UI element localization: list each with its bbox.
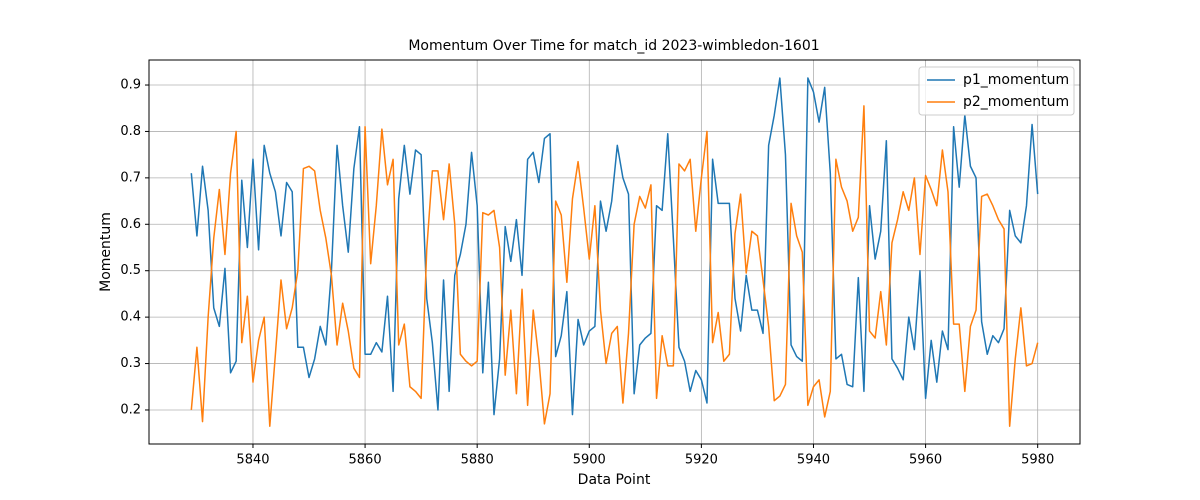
y-tick-label: 0.9 [120,78,141,93]
chart-title: Momentum Over Time for match_id 2023-wim… [408,38,819,54]
y-tick-label: 0.2 [120,402,141,417]
x-tick-label: 5860 [349,453,382,468]
y-tick-label: 0.4 [120,310,141,325]
y-tick-label: 0.6 [120,217,141,232]
legend-label: p2_momentum [963,94,1069,110]
y-tick-label: 0.8 [120,124,141,139]
x-tick-label: 5980 [1021,453,1054,468]
x-tick-label: 5840 [236,453,269,468]
y-tick-label: 0.7 [120,170,141,185]
legend-box [918,66,1075,116]
data-line [190,105,1039,427]
legend-label: p1_momentum [963,72,1069,88]
x-tick-label: 5880 [461,453,494,468]
x-tick-label: 5960 [909,453,942,468]
x-tick-label: 5900 [573,453,606,468]
y-tick-label: 0.5 [120,263,141,278]
x-tick-label: 5920 [685,453,718,468]
x-tick-label: 5940 [797,453,830,468]
x-axis-label: Data Point [578,472,651,488]
plot-frame [148,59,1081,445]
data-line [190,77,1039,416]
y-axis-label: Momentum [98,212,114,292]
legend: p1_momentum p2_momentum [918,66,1075,116]
y-tick-label: 0.3 [120,356,141,371]
